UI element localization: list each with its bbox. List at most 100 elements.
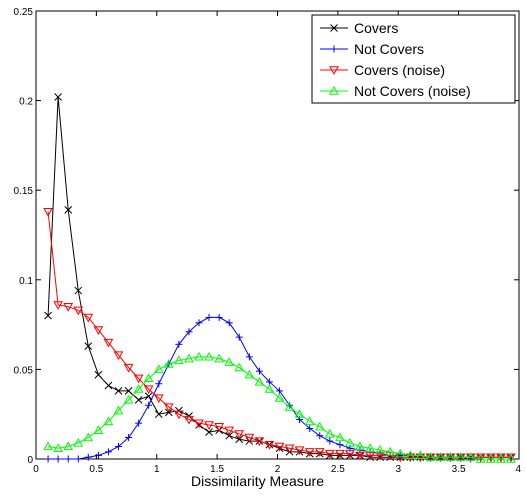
x-tick-label: 4 xyxy=(515,464,521,475)
data-point xyxy=(124,387,133,395)
data-point xyxy=(114,387,123,395)
data-point xyxy=(475,453,486,463)
data-point-stroke xyxy=(225,431,234,440)
data-point-stroke xyxy=(64,206,73,214)
data-point xyxy=(155,380,163,388)
x-tick-label: 0.5 xyxy=(89,464,103,475)
x-tick-label: 2 xyxy=(275,464,281,475)
data-point xyxy=(173,355,184,365)
data-point xyxy=(345,437,355,447)
y-tick-label: 0.05 xyxy=(14,365,34,376)
data-point xyxy=(415,450,426,460)
data-point xyxy=(53,443,63,452)
legend-label: Not Covers xyxy=(354,41,424,57)
data-point xyxy=(235,333,243,341)
series-line xyxy=(47,211,511,458)
data-point xyxy=(234,430,245,439)
data-point-stroke xyxy=(124,387,133,395)
x-tick-label: 3.5 xyxy=(452,464,466,475)
data-point xyxy=(93,425,104,435)
data-point xyxy=(163,358,174,368)
x-tick-label: 2.5 xyxy=(331,464,345,475)
data-point xyxy=(103,338,114,348)
data-point xyxy=(94,451,102,459)
data-point xyxy=(214,353,225,363)
data-point xyxy=(113,405,124,415)
x-tick-label: 1 xyxy=(154,464,160,475)
series-1 xyxy=(44,313,515,463)
data-point xyxy=(194,419,204,429)
data-point xyxy=(355,441,365,451)
data-point xyxy=(64,206,73,214)
data-point-stroke xyxy=(44,311,52,320)
data-point xyxy=(314,448,325,457)
data-point xyxy=(496,453,506,463)
data-point-stroke xyxy=(74,286,83,295)
data-point xyxy=(184,415,194,425)
data-point xyxy=(335,432,345,442)
data-point xyxy=(294,446,305,456)
legend-swatch-marker xyxy=(329,66,339,76)
data-point xyxy=(205,428,213,436)
legend: Covers Not Covers Covers (noise) Not Covers… xyxy=(311,14,516,104)
data-point xyxy=(465,452,476,461)
data-point xyxy=(163,403,174,413)
data-point xyxy=(335,449,345,459)
data-point xyxy=(304,448,315,457)
series-line xyxy=(47,96,511,458)
data-point xyxy=(113,351,124,361)
data-point xyxy=(204,351,214,361)
data-point xyxy=(326,437,334,445)
data-point xyxy=(244,369,255,379)
x-tick-label: 0 xyxy=(33,464,39,475)
data-point xyxy=(104,448,112,456)
data-point-stroke xyxy=(235,435,244,444)
data-point xyxy=(143,373,154,383)
data-point-stroke xyxy=(144,392,153,401)
legend-box xyxy=(311,14,516,104)
data-point xyxy=(274,442,285,452)
data-point xyxy=(164,408,173,417)
data-point xyxy=(145,401,153,409)
data-point xyxy=(123,394,134,404)
data-point xyxy=(73,437,84,447)
legend-swatch-marker xyxy=(330,24,338,32)
data-point xyxy=(64,455,72,463)
legend-item: Covers xyxy=(320,20,398,36)
data-point xyxy=(153,364,164,374)
data-point xyxy=(415,453,426,463)
data-point xyxy=(264,440,275,450)
y-tick-label: 0.2 xyxy=(19,97,33,108)
legend-swatch-marker xyxy=(329,85,339,95)
legend-label: Covers (noise) xyxy=(354,62,445,78)
data-point xyxy=(455,452,466,461)
data-point xyxy=(345,449,355,459)
data-point xyxy=(224,426,235,436)
legend-item: Covers (noise) xyxy=(320,62,445,78)
data-point-stroke xyxy=(164,408,173,417)
data-point xyxy=(43,208,53,217)
data-point xyxy=(143,385,154,395)
data-point xyxy=(125,433,133,441)
data-point xyxy=(63,302,74,312)
data-point xyxy=(405,450,416,460)
data-point xyxy=(173,410,184,420)
data-point xyxy=(365,451,375,461)
data-point xyxy=(245,353,253,361)
data-point xyxy=(93,326,104,336)
legend-label: Covers xyxy=(354,20,398,36)
data-point xyxy=(153,394,164,404)
legend-swatch-marker xyxy=(330,45,338,53)
data-point xyxy=(235,435,244,444)
data-point xyxy=(255,367,263,375)
data-point xyxy=(264,384,275,393)
data-point xyxy=(254,376,265,386)
y-tick-label: 0 xyxy=(27,455,33,466)
data-point xyxy=(324,449,335,459)
data-point xyxy=(316,432,324,440)
data-point-stroke xyxy=(104,381,113,390)
data-point xyxy=(133,374,144,384)
data-point xyxy=(375,451,385,461)
x-axis-title: Dissimilarity Measure xyxy=(191,473,324,489)
